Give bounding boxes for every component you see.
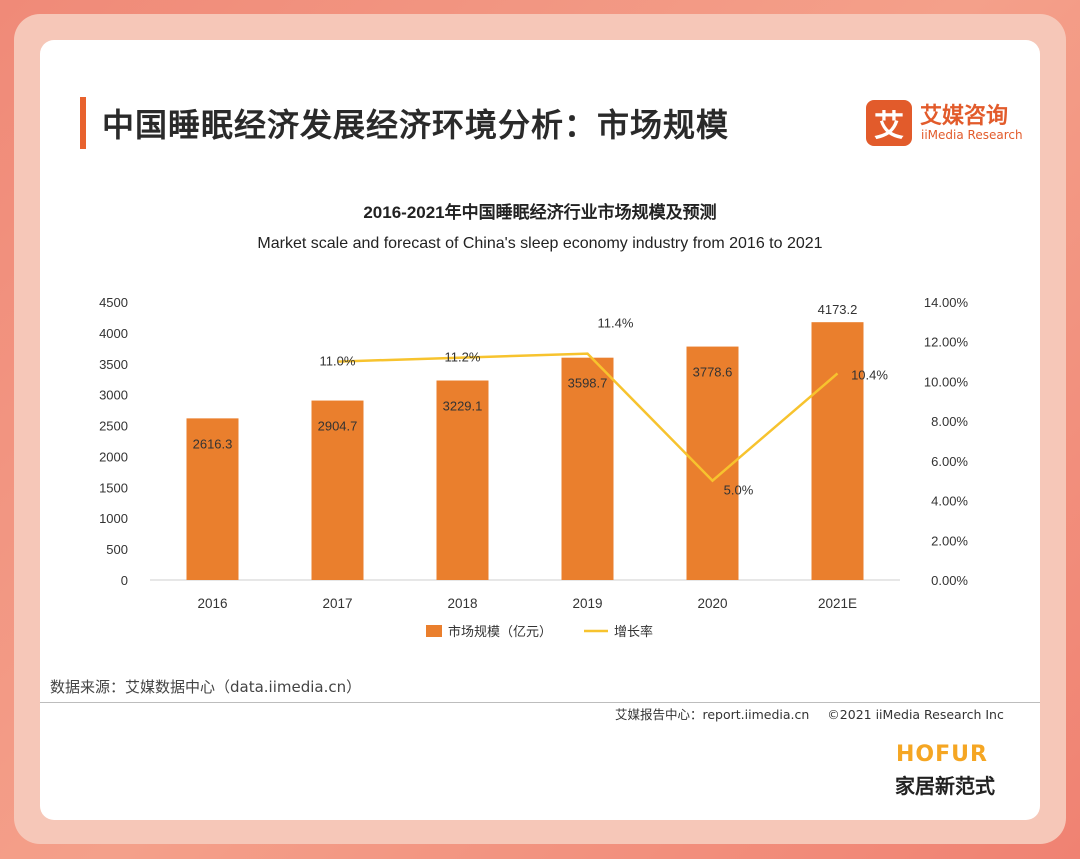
- x-tick-label: 2017: [322, 596, 352, 611]
- bar-2019: [561, 357, 614, 580]
- x-tick-label: 2019: [572, 596, 602, 611]
- legend-bar-swatch: [426, 625, 442, 637]
- y-left-tick-label: 500: [106, 542, 128, 557]
- y-right-tick-label: 6.00%: [931, 454, 968, 469]
- title-accent-bar: [80, 97, 86, 149]
- y-right-tick-label: 8.00%: [931, 414, 968, 429]
- y-left-tick-label: 1500: [99, 480, 128, 495]
- y-right-tick-label: 12.00%: [924, 335, 969, 350]
- bar-value-label: 2616.3: [193, 436, 233, 451]
- y-left-tick-label: 4500: [99, 295, 128, 310]
- iimedia-logo: 艾 艾媒咨询 iiMedia Research: [866, 100, 1031, 150]
- legend-bar-label: 市场规模（亿元）: [448, 624, 552, 639]
- hofur-brand: HOFUR: [896, 742, 988, 767]
- growth-rate-label: 11.2%: [445, 350, 481, 365]
- bar-value-label: 2904.7: [318, 419, 358, 434]
- bar-value-label: 4173.2: [818, 302, 858, 317]
- legend-line-label: 增长率: [614, 624, 653, 639]
- hofur-subtitle: 家居新范式: [895, 774, 995, 798]
- footer-divider: [40, 702, 1040, 703]
- footer: 艾媒报告中心：report.iimedia.cn ©2021 iiMedia R…: [615, 704, 1018, 723]
- footer-copyright: ©2021 iiMedia Research Inc: [827, 707, 1004, 722]
- y-right-tick-label: 2.00%: [931, 533, 968, 548]
- growth-rate-label: 10.4%: [851, 367, 888, 382]
- y-left-tick-label: 3500: [99, 357, 128, 372]
- bar-2016: [186, 418, 239, 580]
- y-left-tick-label: 3000: [99, 388, 128, 403]
- y-left-tick-label: 1000: [99, 511, 128, 526]
- bar-2021E: [811, 322, 864, 580]
- x-tick-label: 2021E: [818, 596, 857, 611]
- bar-value-label: 3229.1: [443, 399, 483, 414]
- y-right-tick-label: 14.00%: [924, 295, 969, 310]
- bar-value-label: 3778.6: [693, 365, 733, 380]
- x-tick-label: 2016: [197, 596, 227, 611]
- growth-rate-label: 11.4%: [598, 316, 634, 331]
- growth-rate-label: 11.0%: [320, 354, 356, 369]
- data-source: 数据来源：艾媒数据中心（data.iimedia.cn）: [50, 678, 362, 696]
- chart-subtitle: Market scale and forecast of China's sle…: [257, 235, 822, 252]
- footer-report-center: 艾媒报告中心：report.iimedia.cn: [615, 707, 810, 722]
- y-left-tick-label: 2500: [99, 419, 128, 434]
- x-tick-label: 2020: [697, 596, 727, 611]
- logo-mark-icon: 艾: [866, 100, 912, 146]
- y-left-tick-label: 4000: [99, 326, 128, 341]
- y-left-tick-label: 0: [121, 573, 128, 588]
- logo-cn-text: 艾媒咨询: [920, 104, 1009, 129]
- chart-title: 2016-2021年中国睡眠经济行业市场规模及预测: [363, 202, 716, 222]
- y-left-tick-label: 2000: [99, 449, 128, 464]
- y-right-tick-label: 10.00%: [924, 374, 969, 389]
- report-card: 中国睡眠经济发展经济环境分析：市场规模 艾 艾媒咨询 iiMedia Resea…: [40, 40, 1040, 820]
- bar-2018: [436, 380, 489, 580]
- growth-rate-line: [337, 352, 839, 483]
- bar-2017: [311, 400, 364, 580]
- y-right-tick-label: 0.00%: [931, 573, 968, 588]
- market-scale-chart: 2016-2021年中国睡眠经济行业市场规模及预测 Market scale an…: [99, 202, 969, 639]
- page-title: 中国睡眠经济发展经济环境分析：市场规模: [102, 106, 730, 144]
- x-tick-label: 2018: [447, 596, 477, 611]
- bar-value-label: 3598.7: [568, 376, 608, 391]
- growth-rate-label: 5.0%: [724, 483, 754, 498]
- logo-en-text: iiMedia Research: [921, 128, 1023, 142]
- y-right-tick-label: 4.00%: [931, 494, 968, 509]
